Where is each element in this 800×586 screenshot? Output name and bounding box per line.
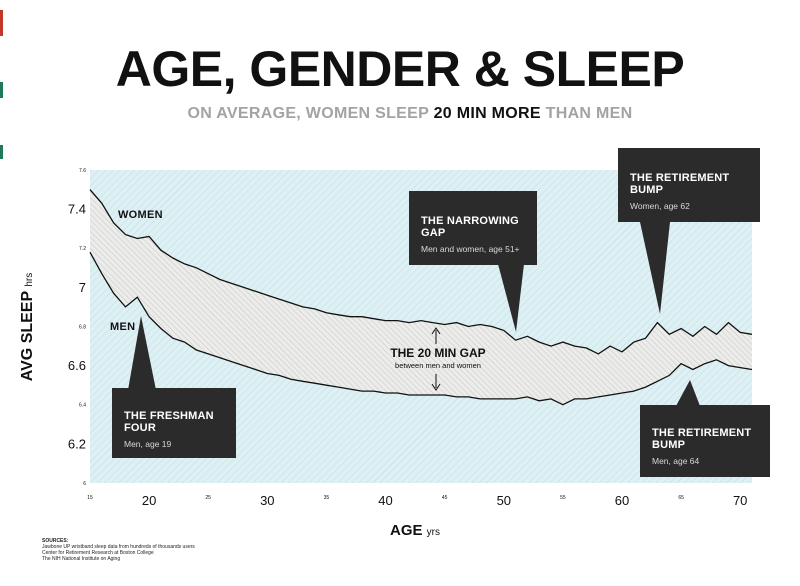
y-minor-tick-label: 6 <box>83 481 86 487</box>
callout-narrowing-gap: THE NARROWING GAP Men and women, age 51+ <box>409 191 537 265</box>
callout-freshman-four: THE FRESHMAN FOUR Men, age 19 <box>112 388 236 458</box>
edge-mark-red <box>0 10 3 36</box>
pointer-freshman <box>128 316 156 390</box>
y-axis-label-text: AVG SLEEP <box>19 291 36 382</box>
women-series-line <box>89 189 753 355</box>
men-label: MEN <box>110 321 136 333</box>
callout-retire-men-title: THE RETIREMENT BUMP <box>652 427 752 451</box>
x-axis-label-text: AGE <box>389 522 423 539</box>
x-minor-tick-label: 45 <box>442 495 448 501</box>
gap-sub: between men and women <box>395 361 481 370</box>
callout-narrowing-title: THE NARROWING GAP <box>421 215 519 239</box>
pointer-retire-women <box>640 222 670 314</box>
callout-freshman-title: THE FRESHMAN FOUR <box>124 410 214 434</box>
x-major-tick-label: 30 <box>260 493 274 508</box>
x-minor-tick-label: 25 <box>205 495 211 501</box>
callout-retire-men-sub: Men, age 64 <box>652 456 700 466</box>
callout-freshman-sub: Men, age 19 <box>124 439 172 449</box>
y-minor-tick-label: 7.2 <box>79 246 86 252</box>
x-axis-unit: yrs <box>426 527 441 538</box>
pointer-retire-men <box>676 380 700 406</box>
y-axis-unit: hrs <box>24 272 35 287</box>
y-minor-tick-label: 6.4 <box>79 403 86 409</box>
gap-band <box>90 189 752 405</box>
x-major-tick-label: 70 <box>733 493 747 508</box>
women-label: WOMEN <box>118 209 163 221</box>
x-axis-label: AGE yrs <box>350 522 480 539</box>
x-minor-tick-label: 35 <box>324 495 330 501</box>
gap-arrows <box>431 327 441 391</box>
x-major-tick-label: 60 <box>615 493 629 508</box>
callout-pointers <box>128 222 700 406</box>
x-major-tick-label: 20 <box>142 493 156 508</box>
y-minor-tick-label: 6.8 <box>79 324 86 330</box>
chart-subtitle: ON AVERAGE, WOMEN SLEEP 20 MIN MORE THAN… <box>0 105 800 123</box>
gap-arrow-down-head <box>431 383 441 391</box>
x-major-tick-label: 50 <box>497 493 511 508</box>
edge-mark-green <box>0 82 3 98</box>
gap-annotation: THE 20 MIN GAP between men and women <box>383 346 493 370</box>
source-line: Jawbone UP wristband sleep data from hun… <box>42 544 195 550</box>
y-major-tick-label: 6.2 <box>68 436 86 451</box>
men-series-line <box>89 251 753 406</box>
source-line: The NIH National Institute on Aging <box>42 556 121 562</box>
callout-retirement-men: THE RETIREMENT BUMP Men, age 64 <box>640 405 770 477</box>
x-minor-tick-label: 15 <box>87 495 93 501</box>
y-major-tick-label: 7 <box>79 280 86 295</box>
y-minor-tick-label: 7.6 <box>79 168 86 174</box>
gap-arrow-up-head <box>431 327 441 335</box>
sources-heading: SOURCES: <box>42 538 69 544</box>
edge-mark-green-2 <box>0 145 3 159</box>
x-minor-tick-label: 65 <box>678 495 684 501</box>
callout-narrowing-sub: Men and women, age 51+ <box>421 244 520 254</box>
callout-retirement-women: THE RETIREMENT BUMP Women, age 62 <box>618 148 760 222</box>
x-minor-tick-label: 55 <box>560 495 566 501</box>
subtitle-highlight: 20 MIN MORE <box>433 105 541 122</box>
y-major-tick-label: 6.6 <box>68 358 86 373</box>
source-line: Center for Retirement Research at Boston… <box>42 550 154 556</box>
callout-retire-women-title: THE RETIREMENT BUMP <box>630 172 730 196</box>
x-major-tick-label: 40 <box>378 493 392 508</box>
pointer-narrowing <box>498 264 524 332</box>
chart-title: AGE, GENDER & SLEEP <box>115 41 685 97</box>
y-major-tick-label: 7.4 <box>68 202 86 217</box>
subtitle-pre: ON AVERAGE, WOMEN SLEEP <box>187 105 434 122</box>
sources: SOURCES: Jawbone UP wristband sleep data… <box>42 538 195 562</box>
subtitle-post: THAN MEN <box>540 105 633 122</box>
callout-retire-women-sub: Women, age 62 <box>630 201 690 211</box>
gap-title: THE 20 MIN GAP <box>390 346 486 360</box>
